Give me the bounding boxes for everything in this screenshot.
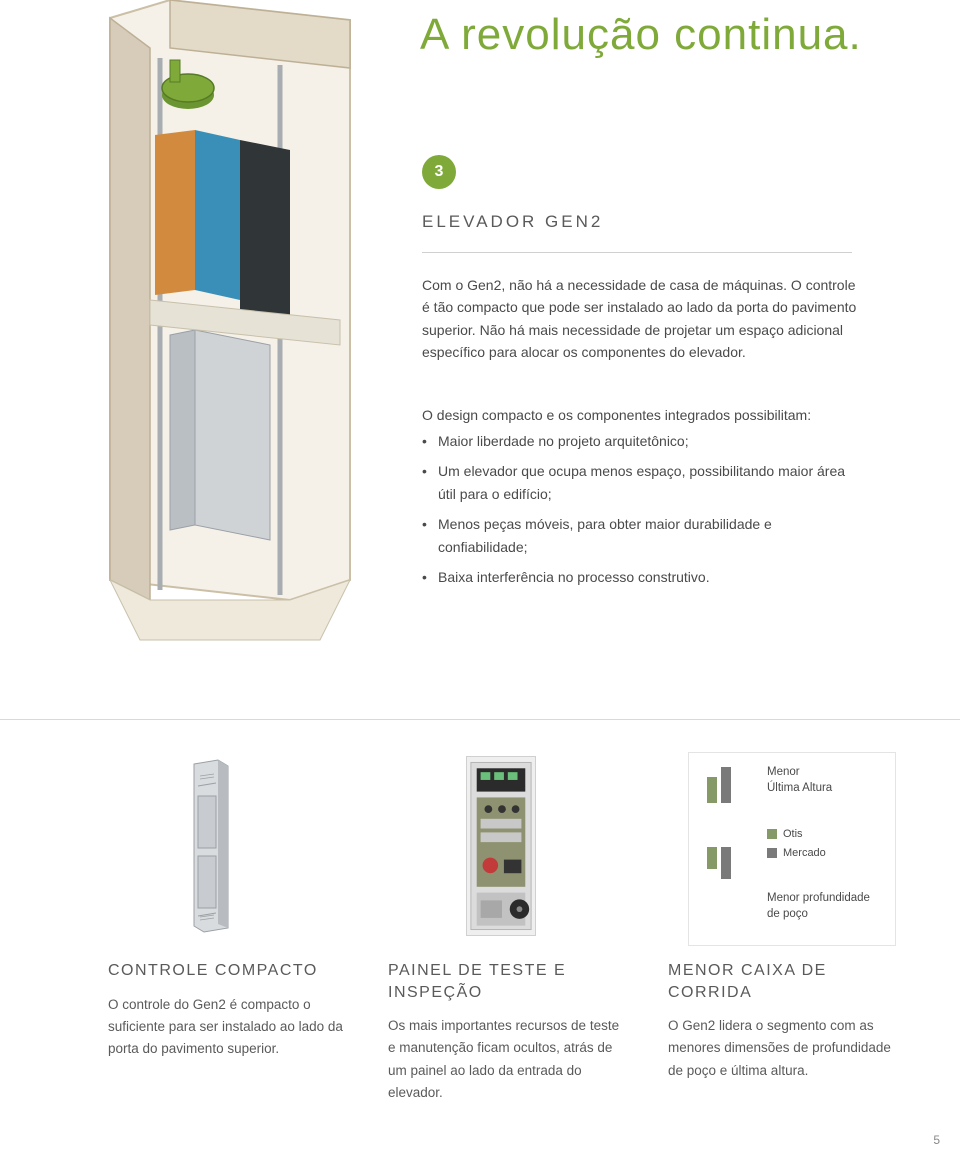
column-title: MENOR CAIXA DE CORRIDA: [668, 960, 908, 1003]
controller-icon: [188, 756, 232, 936]
legend-row: Mercado: [767, 844, 826, 863]
bar-mercado-top: [721, 767, 731, 803]
column-2: PAINEL DE TESTE E INSPEÇÃO Os mais impor…: [388, 960, 628, 1104]
label-text: Menor: [767, 766, 800, 778]
label-text: de poço: [767, 908, 808, 920]
column-3: MENOR CAIXA DE CORRIDA O Gen2 lidera o s…: [668, 960, 908, 1104]
dimension-card: Menor Última Altura Otis Mercado: [688, 752, 896, 946]
elevator-illustration: [100, 0, 360, 660]
legend: Otis Mercado: [767, 825, 826, 862]
page: A revolução continua. 3 ELEVADOR GEN2 Co…: [0, 0, 960, 1159]
label-text: Última Altura: [767, 782, 832, 794]
column-body: O Gen2 lidera o segmento com as menores …: [668, 1015, 908, 1082]
inspection-panel-icon: [466, 756, 536, 936]
lower-section: Menor Última Altura Otis Mercado: [0, 720, 960, 1159]
icons-row: Menor Última Altura Otis Mercado: [0, 750, 960, 950]
column-title: CONTROLE COMPACTO: [108, 960, 348, 982]
column-1: CONTROLE COMPACTO O controle do Gen2 é c…: [108, 960, 348, 1104]
page-title: A revolução continua.: [420, 10, 862, 60]
legend-label: Mercado: [783, 844, 826, 863]
top-dim-label: Menor Última Altura: [767, 765, 832, 796]
design-heading: O design compacto e os componentes integ…: [422, 404, 862, 426]
swatch-otis: [767, 829, 777, 839]
column-title: PAINEL DE TESTE E INSPEÇÃO: [388, 960, 628, 1003]
intro-paragraph: Com o Gen2, não há a necessidade de casa…: [422, 274, 862, 364]
swatch-mercado: [767, 848, 777, 858]
section-badge: 3: [422, 155, 456, 189]
page-number: 5: [933, 1133, 940, 1147]
bullet-item: Um elevador que ocupa menos espaço, poss…: [422, 460, 862, 505]
label-text: Menor profundidade: [767, 892, 870, 904]
legend-label: Otis: [783, 825, 803, 844]
divider: [422, 252, 852, 253]
hero-section: A revolução continua. 3 ELEVADOR GEN2 Co…: [0, 0, 960, 720]
section-subtitle: ELEVADOR GEN2: [422, 212, 603, 232]
bar-otis-top: [707, 777, 717, 803]
bullet-item: Baixa interferência no processo construt…: [422, 566, 862, 588]
column-body: O controle do Gen2 é compacto o suficien…: [108, 994, 348, 1061]
bullet-item: Maior liberdade no projeto arquitetônico…: [422, 430, 862, 452]
columns: CONTROLE COMPACTO O controle do Gen2 é c…: [108, 960, 908, 1104]
bar-otis-bottom: [707, 847, 717, 869]
bar-mercado-bottom: [721, 847, 731, 879]
bottom-dim-label: Menor profundidade de poço: [767, 891, 870, 922]
column-body: Os mais importantes recursos de teste e …: [388, 1015, 628, 1104]
legend-row: Otis: [767, 825, 826, 844]
feature-bullets: Maior liberdade no projeto arquitetônico…: [422, 430, 862, 596]
bullet-item: Menos peças móveis, para obter maior dur…: [422, 513, 862, 558]
